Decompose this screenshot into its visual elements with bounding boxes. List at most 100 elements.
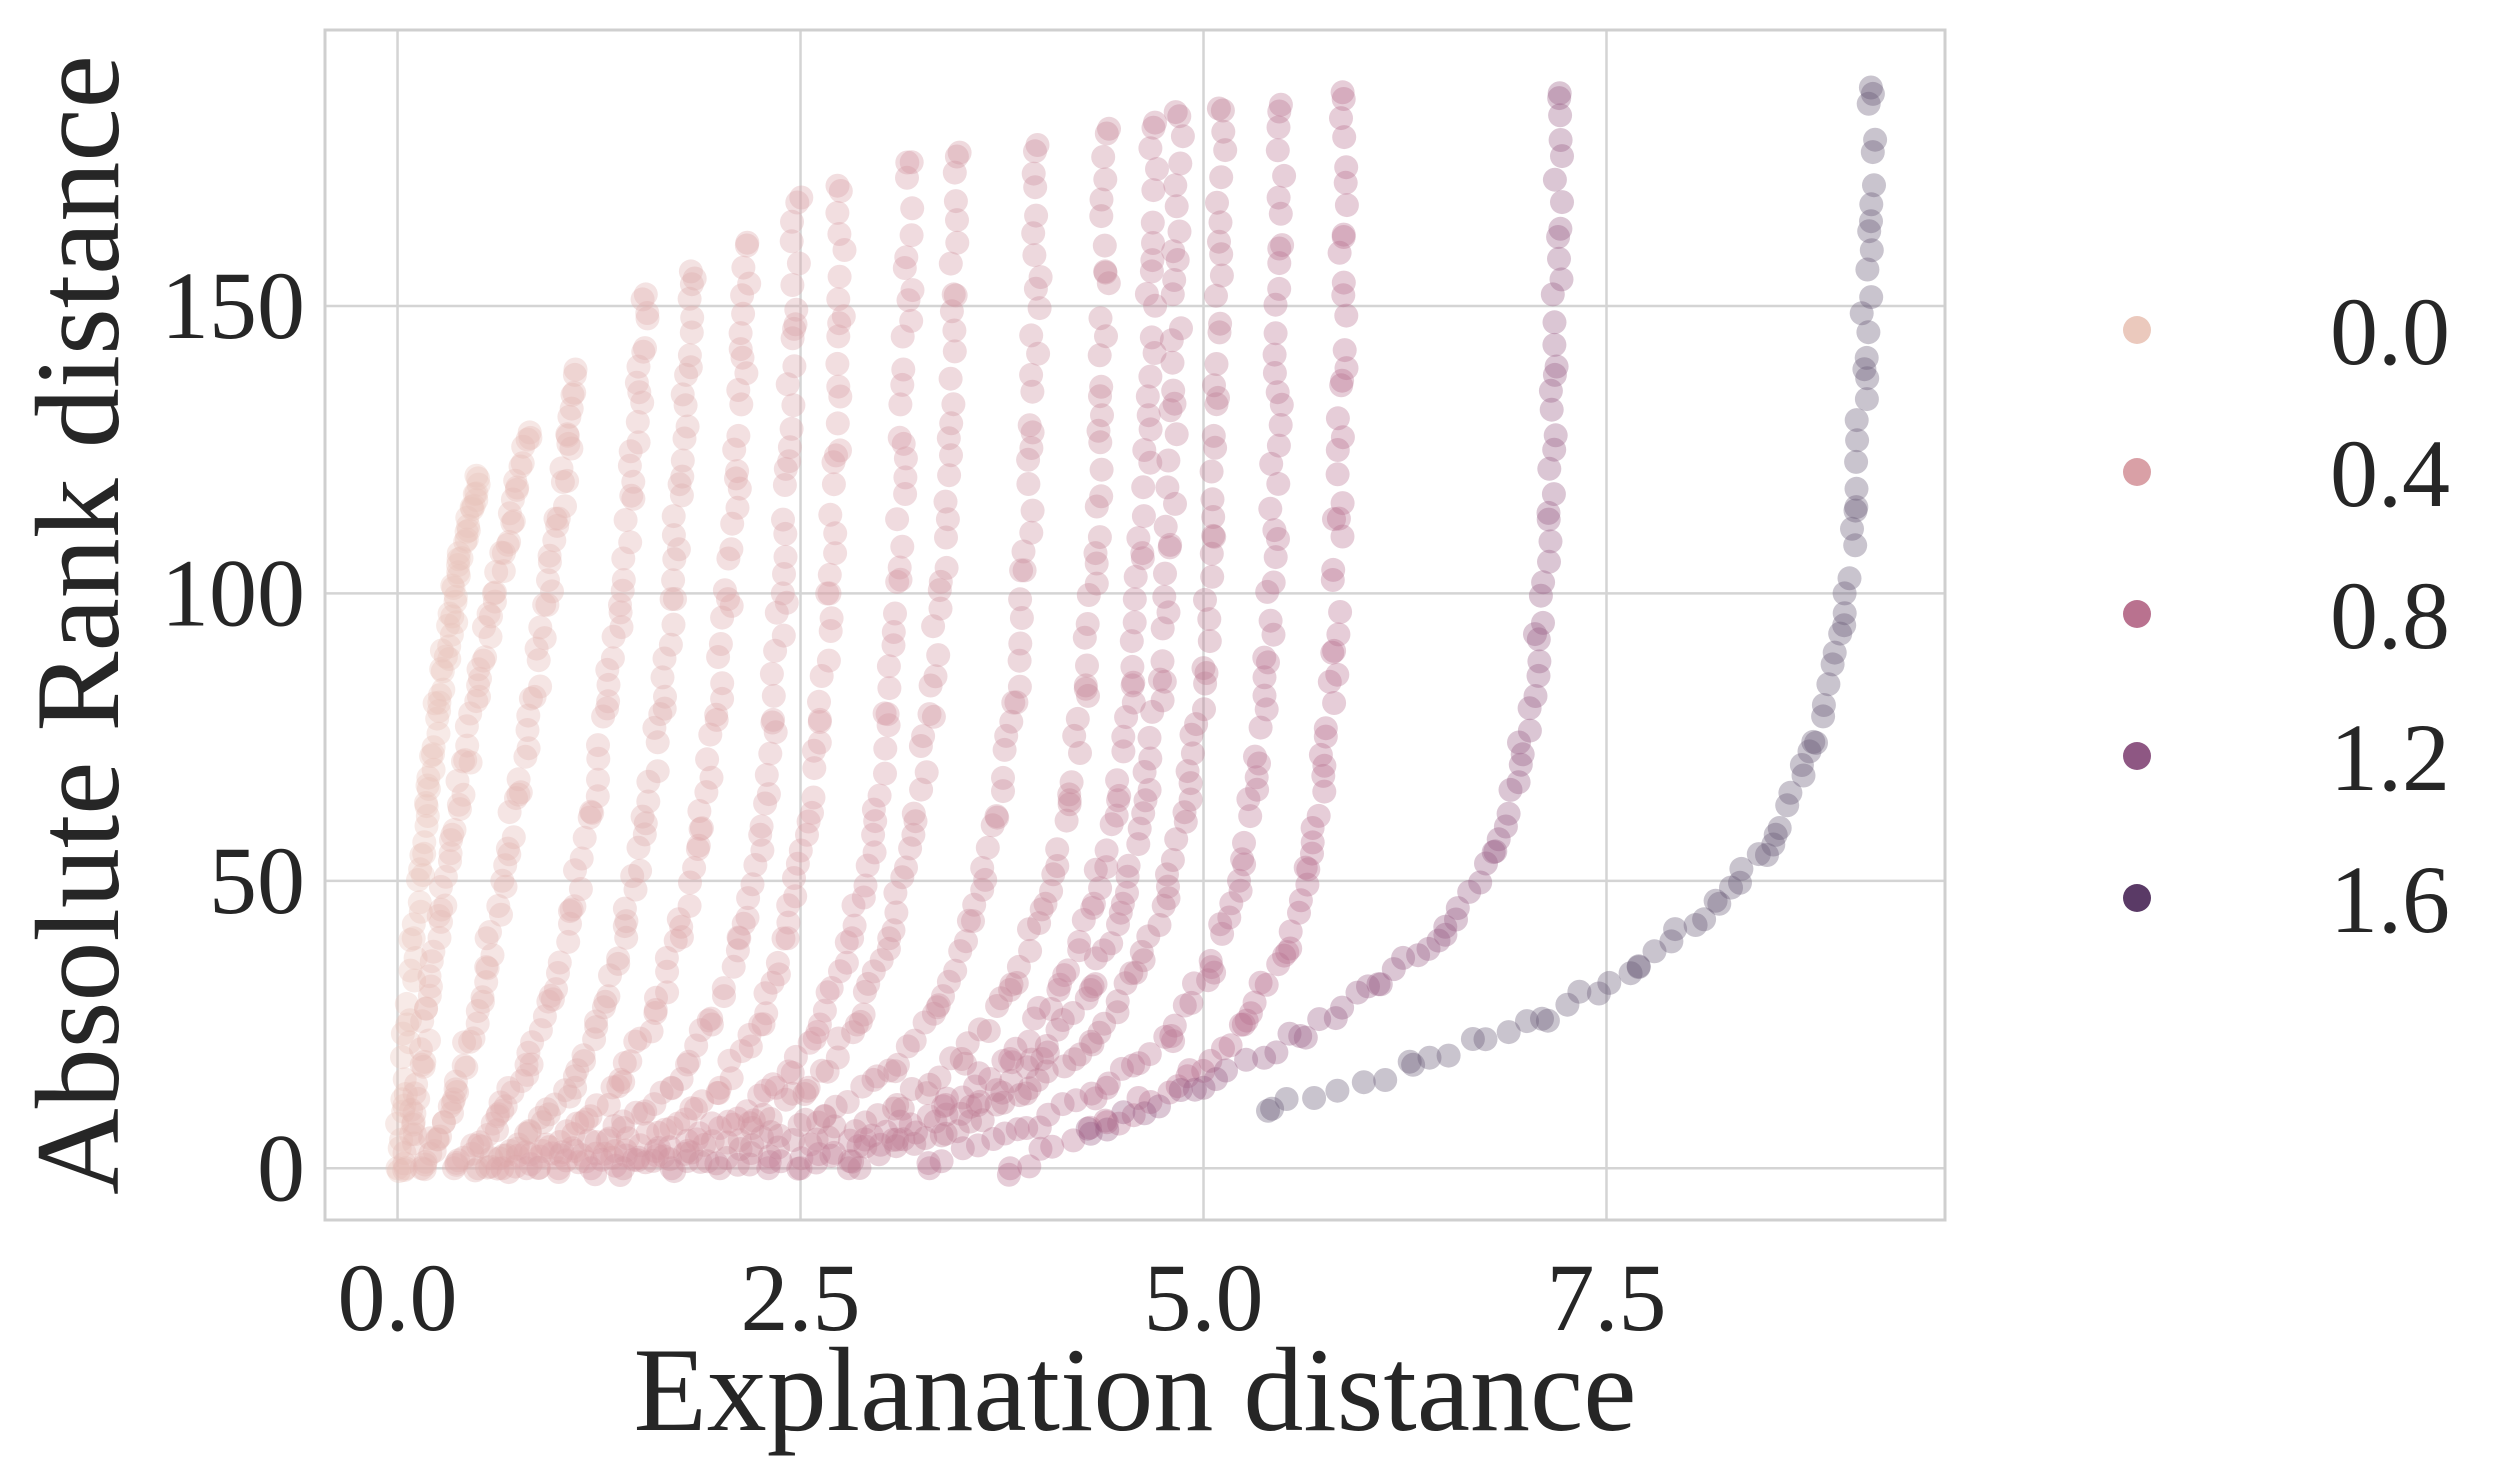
scatter-point	[998, 1047, 1023, 1071]
scatter-point	[402, 968, 427, 993]
scatter-point	[1121, 690, 1146, 715]
scatter-point	[1140, 210, 1165, 235]
scatter-point	[1120, 673, 1145, 698]
scatter-point	[1326, 506, 1351, 531]
scatter-point	[743, 853, 768, 877]
scatter-point	[522, 684, 547, 709]
scatter-point	[454, 714, 479, 739]
scatter-point	[429, 638, 454, 663]
scatter-point	[1550, 190, 1574, 215]
scatter-point	[1126, 1051, 1151, 1076]
scatter-point	[1083, 857, 1108, 882]
scatter-point	[727, 476, 752, 501]
scatter-point	[707, 1156, 732, 1181]
series-11	[704, 116, 1121, 1181]
scatter-point	[682, 266, 707, 291]
scatter-point	[758, 741, 783, 766]
scatter-point	[945, 230, 970, 255]
scatter-point	[1828, 621, 1853, 646]
scatter-point	[1498, 777, 1523, 802]
scatter-point	[454, 527, 479, 552]
scatter-point	[446, 792, 471, 817]
scatter-point	[618, 1049, 643, 1074]
scatter-point	[861, 1067, 886, 1092]
scatter-point	[1182, 1077, 1207, 1102]
scatter-point	[669, 914, 694, 939]
scatter-point	[464, 488, 489, 512]
scatter-point	[812, 1104, 837, 1129]
scatter-point	[1141, 115, 1166, 140]
scatter-point	[1096, 1071, 1121, 1096]
scatter-point	[927, 578, 952, 603]
scatter-point	[1179, 990, 1204, 1015]
scatter-point	[451, 1145, 476, 1170]
scatter-point	[735, 905, 760, 930]
scatter-point	[1288, 888, 1313, 913]
scatter-point	[834, 930, 859, 955]
scatter-point	[1542, 332, 1567, 357]
scatter-point	[1843, 498, 1868, 523]
scatter-point	[729, 1039, 754, 1064]
scatter-point	[532, 1004, 557, 1029]
scatter-point	[1126, 1086, 1151, 1110]
scatter-point	[1121, 1103, 1146, 1128]
scatter-point	[1288, 1024, 1313, 1048]
scatter-point	[657, 1135, 682, 1160]
scatter-point	[771, 926, 796, 951]
scatter-point	[1238, 804, 1263, 829]
scatter-point	[725, 1106, 750, 1131]
scatter-point	[786, 251, 811, 276]
scatter-point	[527, 1144, 552, 1169]
scatter-point	[559, 897, 584, 922]
scatter-point	[965, 1093, 990, 1117]
scatter-point	[393, 1156, 418, 1181]
scatter-point	[421, 757, 446, 782]
scatter-point	[398, 958, 423, 983]
scatter-point	[676, 1049, 701, 1074]
scatter-point	[815, 1059, 840, 1084]
scatter-point	[470, 985, 495, 1010]
scatter-point	[689, 816, 714, 841]
scatter-point	[1331, 283, 1356, 308]
scatter-point	[568, 877, 593, 901]
scatter-point	[735, 230, 760, 255]
scatter-point	[731, 301, 756, 326]
scatter-point	[1321, 557, 1346, 582]
scatter-point	[630, 287, 655, 312]
scatter-point	[550, 1140, 575, 1165]
scatter-point	[490, 1098, 515, 1123]
scatter-point	[1302, 1086, 1327, 1110]
scatter-point	[942, 160, 967, 185]
scatter-point	[1122, 587, 1147, 612]
scatter-point	[1138, 1090, 1163, 1114]
scatter-point	[1307, 1007, 1332, 1032]
scatter-point	[828, 438, 852, 463]
scatter-point	[827, 311, 852, 336]
scatter-point	[950, 1085, 975, 1110]
scatter-point	[1391, 945, 1416, 970]
scatter-point	[633, 1099, 658, 1124]
scatter-point	[933, 489, 958, 514]
scatter-point	[545, 513, 570, 538]
scatter-point	[528, 1018, 553, 1043]
scatter-point	[526, 1156, 551, 1180]
scatter-point	[885, 1052, 910, 1077]
scatter-point	[892, 256, 917, 280]
scatter-point	[883, 1059, 908, 1084]
scatter-point	[1855, 366, 1880, 391]
scatter-point	[682, 855, 707, 880]
scatter-point	[1205, 190, 1229, 215]
scatter-point	[583, 1162, 608, 1187]
scatter-point	[824, 443, 848, 468]
scatter-point	[955, 1031, 980, 1056]
scatter-point	[555, 422, 580, 447]
scatter-point	[934, 525, 958, 550]
scatter-point	[688, 817, 713, 842]
scatter-point	[504, 477, 529, 502]
scatter-point	[1016, 472, 1041, 496]
scatter-point	[809, 1058, 834, 1083]
scatter-point	[395, 1012, 420, 1037]
scatter-point	[433, 644, 458, 669]
scatter-point	[542, 528, 567, 553]
scatter-point	[1158, 398, 1183, 423]
